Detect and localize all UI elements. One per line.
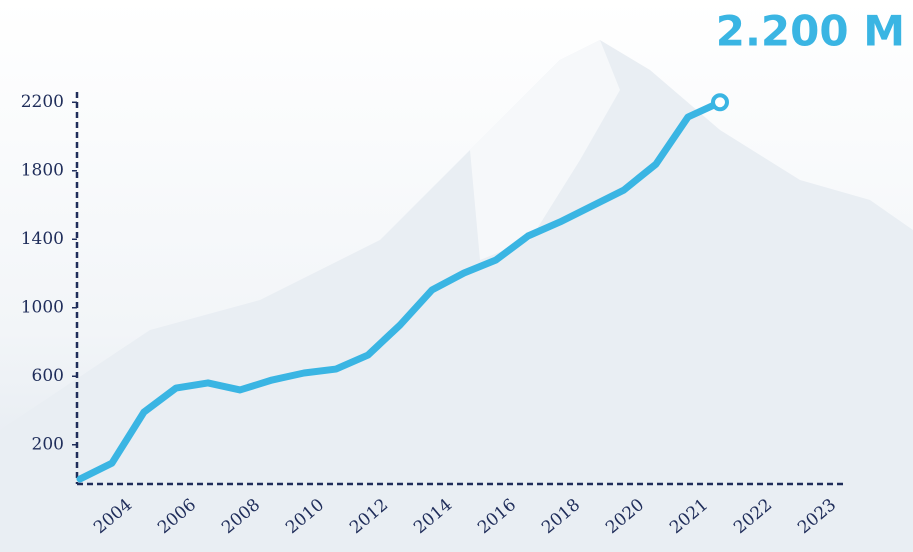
y-tick-label: 1800 xyxy=(21,160,64,180)
chart: 2.200 M 20060010001400180022002004200620… xyxy=(0,0,913,552)
y-tick-label: 1000 xyxy=(21,297,64,317)
y-tick-label: 1400 xyxy=(21,229,64,249)
y-tick-label: 600 xyxy=(32,366,64,386)
y-tick-label: 2200 xyxy=(21,92,64,112)
page: {"chart_data": {"type": "line", "headlin… xyxy=(0,0,913,552)
headline: 2.200 M xyxy=(716,7,905,56)
y-tick-label: 200 xyxy=(32,434,64,454)
end-marker xyxy=(713,95,727,109)
